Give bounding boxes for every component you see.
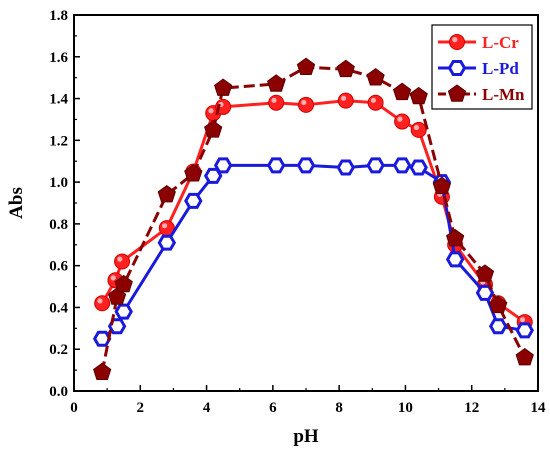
y-tick-label-0.2: 0.2	[49, 342, 68, 358]
x-tick-label-10: 10	[398, 400, 413, 416]
data-point-L-Cr-7	[268, 94, 285, 111]
data-point-L-Mn-12	[409, 86, 428, 105]
y-tick-label-1.6: 1.6	[49, 50, 68, 66]
data-point-L-Mn-14	[445, 228, 465, 247]
axis-layer: 0 2 4 6 8 10 12 14 0.0 0.2 0.4 0.6 0.8 1.0 1.2 1.4 1.6 1.…	[49, 8, 546, 416]
data-point-L-Mn-10	[366, 68, 385, 86]
data-point-L-Cr-11	[394, 113, 411, 130]
x-tick-label-14: 14	[531, 400, 547, 416]
data-point-L-Pd-7	[266, 157, 286, 174]
data-point-L-Pd-14	[445, 251, 465, 268]
data-point-L-Pd-16	[488, 318, 508, 335]
series-line-L-Mn	[100, 65, 527, 373]
series-layer	[92, 57, 534, 380]
legend-label-L-Cr: L-Cr	[482, 33, 519, 52]
data-point-L-Mn-0	[93, 362, 112, 380]
data-point-L-Mn-11	[392, 82, 412, 101]
legend-marker-L-Pd	[447, 60, 467, 76]
legend-item-L-Cr: L-Cr	[438, 33, 519, 52]
data-point-L-Mn-16	[489, 295, 508, 314]
data-point-L-Mn-17	[515, 347, 534, 366]
data-point-L-Cr-0	[94, 295, 111, 312]
data-point-L-Cr-8	[298, 96, 314, 113]
data-point-L-Cr-12	[410, 121, 427, 138]
y-tick-label-1.8: 1.8	[49, 8, 68, 24]
y-axis-title: Abs	[6, 187, 27, 219]
legend-label-L-Pd: L-Pd	[482, 59, 519, 78]
data-point-L-Cr-2	[114, 253, 131, 270]
x-tick-label-8: 8	[335, 400, 343, 416]
legend-label-L-Mn: L-Mn	[482, 85, 525, 104]
data-point-L-Pd-9	[336, 159, 356, 176]
data-point-L-Cr-9	[337, 92, 354, 109]
x-tick-label-0: 0	[70, 400, 78, 416]
data-point-L-Mn-13	[432, 176, 452, 195]
y-tick-label-0.6: 0.6	[49, 259, 68, 275]
x-tick-label-4: 4	[203, 400, 211, 416]
y-tick-label-1.0: 1.0	[49, 175, 68, 191]
x-tick-label-2: 2	[137, 400, 145, 416]
y-tick-label-1.2: 1.2	[49, 133, 68, 149]
data-point-L-Mn-8	[296, 57, 316, 75]
legend-item-L-Mn: L-Mn	[438, 84, 525, 104]
y-tick-label-1.4: 1.4	[49, 92, 68, 108]
data-point-L-Mn-7	[267, 74, 286, 92]
legend-item-L-Pd: L-Pd	[438, 59, 519, 78]
data-point-L-Mn-9	[336, 59, 355, 78]
data-point-L-Mn-4	[184, 164, 203, 182]
data-point-L-Pd-17	[515, 322, 534, 339]
series-L-Pd	[92, 157, 534, 347]
series-line-L-Cr	[100, 99, 526, 324]
data-point-L-Pd-10	[366, 157, 385, 174]
data-point-L-Mn-6	[213, 78, 233, 96]
x-axis-title: pH	[293, 426, 319, 447]
y-tick-label-0.0: 0.0	[49, 384, 68, 400]
data-point-L-Mn-15	[475, 264, 495, 282]
legend: L-Cr L-Pd L-Mn	[431, 24, 533, 110]
y-tick-label-0.8: 0.8	[49, 217, 68, 233]
data-point-L-Mn-5	[204, 120, 223, 138]
data-point-L-Pd-3	[157, 234, 177, 251]
x-tick-label-12: 12	[464, 400, 479, 416]
data-point-L-Pd-8	[296, 157, 316, 174]
legend-marker-L-Cr	[449, 34, 465, 50]
y-tick-label-0.4: 0.4	[49, 300, 68, 316]
data-point-L-Mn-3	[157, 185, 176, 203]
data-point-L-Pd-11	[392, 157, 412, 174]
data-point-L-Mn-2	[114, 274, 133, 293]
data-point-L-Pd-0	[92, 330, 112, 347]
data-point-L-Cr-6	[215, 98, 232, 115]
series-L-Mn	[93, 57, 534, 380]
data-point-L-Pd-4	[184, 192, 203, 209]
x-tick-label-6: 6	[269, 400, 277, 416]
series-L-Cr	[94, 92, 533, 331]
data-point-L-Pd-2	[114, 303, 133, 320]
data-point-L-Pd-6	[213, 157, 233, 174]
legend-marker-L-Mn	[447, 84, 467, 102]
data-point-L-Pd-12	[409, 159, 428, 176]
data-point-L-Cr-3	[158, 220, 175, 237]
data-point-L-Cr-10	[367, 94, 384, 111]
